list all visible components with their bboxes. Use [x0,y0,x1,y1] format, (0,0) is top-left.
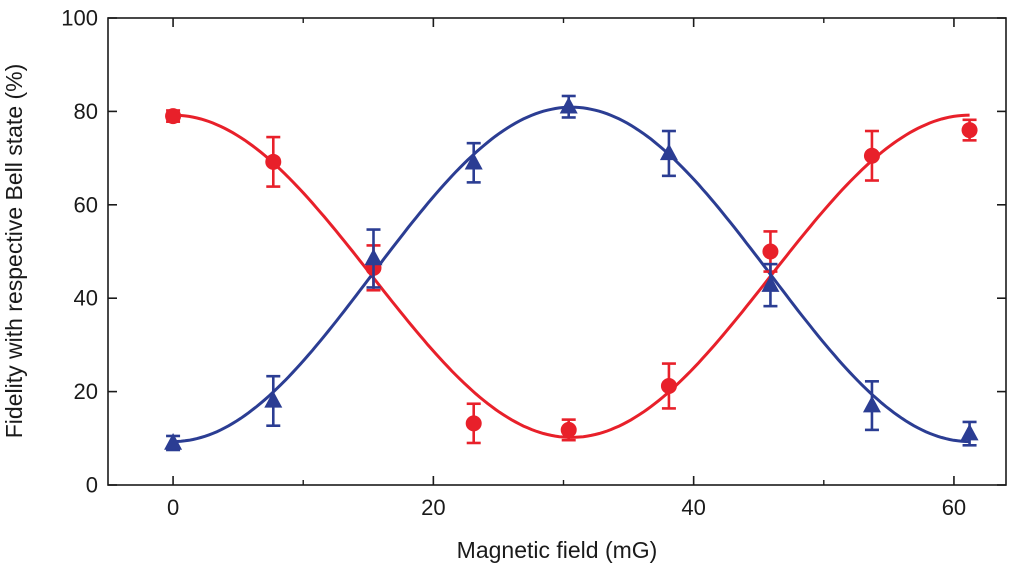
x-tick-label: 0 [167,495,179,520]
data-point-triangle [559,96,578,114]
data-point-triangle [464,152,483,170]
data-point-circle [265,153,282,170]
data-point-circle [560,421,577,438]
data-markers [164,94,979,452]
data-point-triangle [960,423,979,441]
y-axis-title: Fidelity with respective Bell state (%) [1,64,27,439]
x-tick-label: 40 [681,495,705,520]
y-tick-label: 60 [74,192,98,217]
data-point-triangle [264,391,283,408]
y-tick-label: 100 [61,6,98,31]
fit-curve-0 [173,113,970,439]
y-tick-label: 40 [74,286,98,311]
y-tick-label: 20 [74,379,98,404]
x-tick-label: 60 [942,495,966,520]
data-point-circle [863,147,880,164]
y-tick-label: 0 [86,473,98,498]
data-point-triangle [659,143,678,161]
axis-ticks: 0 20 40 60 80 100 0 20 40 60 [61,6,1006,520]
data-point-triangle [862,395,881,413]
fit-curves [173,105,970,444]
y-tick-label: 80 [74,99,98,124]
data-point-triangle [761,275,780,292]
data-point-circle [165,108,182,125]
data-point-circle [961,122,978,139]
data-point-triangle [164,433,183,450]
data-point-circle [660,377,677,394]
plot-frame [107,17,1007,486]
x-tick-label: 20 [421,495,445,520]
data-point-circle [465,415,482,432]
x-axis-title: Magnetic field (mG) [457,537,658,563]
fit-curve-1 [173,105,970,444]
data-point-triangle [364,248,383,266]
data-point-circle [762,243,779,260]
